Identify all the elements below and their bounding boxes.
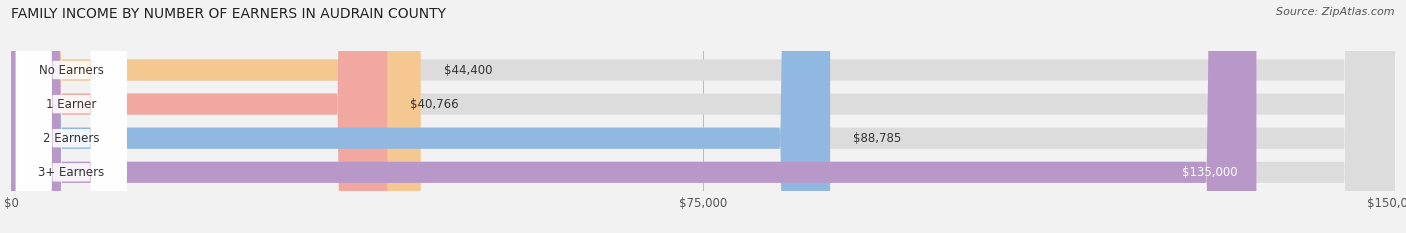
FancyBboxPatch shape (11, 0, 1395, 233)
Text: 2 Earners: 2 Earners (44, 132, 100, 145)
FancyBboxPatch shape (11, 0, 1395, 233)
Text: FAMILY INCOME BY NUMBER OF EARNERS IN AUDRAIN COUNTY: FAMILY INCOME BY NUMBER OF EARNERS IN AU… (11, 7, 446, 21)
Text: $40,766: $40,766 (411, 98, 458, 111)
FancyBboxPatch shape (11, 0, 830, 233)
FancyBboxPatch shape (11, 0, 1395, 233)
FancyBboxPatch shape (15, 0, 127, 233)
Text: 1 Earner: 1 Earner (46, 98, 97, 111)
Text: 3+ Earners: 3+ Earners (38, 166, 104, 179)
FancyBboxPatch shape (15, 0, 127, 233)
FancyBboxPatch shape (11, 0, 387, 233)
Text: $44,400: $44,400 (444, 64, 492, 76)
FancyBboxPatch shape (15, 0, 127, 233)
FancyBboxPatch shape (15, 0, 127, 233)
Text: Source: ZipAtlas.com: Source: ZipAtlas.com (1277, 7, 1395, 17)
FancyBboxPatch shape (11, 0, 1395, 233)
FancyBboxPatch shape (11, 0, 1257, 233)
Text: $88,785: $88,785 (853, 132, 901, 145)
FancyBboxPatch shape (11, 0, 420, 233)
Text: $135,000: $135,000 (1182, 166, 1237, 179)
Text: No Earners: No Earners (39, 64, 104, 76)
